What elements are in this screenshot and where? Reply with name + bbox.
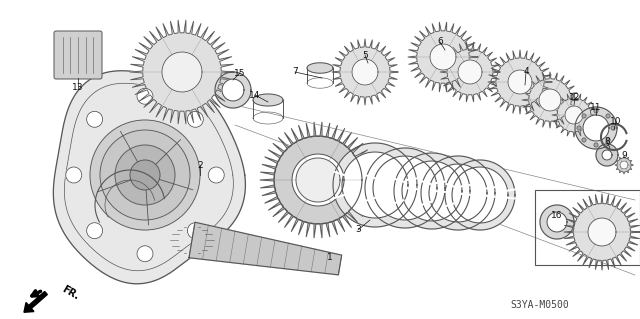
Polygon shape — [488, 50, 552, 114]
Text: 11: 11 — [590, 103, 602, 113]
Polygon shape — [373, 156, 437, 220]
Polygon shape — [352, 59, 378, 85]
Polygon shape — [215, 72, 251, 108]
Polygon shape — [458, 60, 482, 84]
Text: 12: 12 — [570, 93, 580, 102]
Text: 5: 5 — [362, 50, 368, 60]
Polygon shape — [296, 158, 340, 202]
Polygon shape — [575, 107, 617, 149]
Polygon shape — [540, 205, 574, 239]
Text: 4: 4 — [523, 68, 529, 77]
Polygon shape — [564, 194, 640, 270]
Polygon shape — [402, 161, 462, 221]
Text: 2: 2 — [197, 160, 203, 169]
Polygon shape — [130, 20, 234, 124]
Text: 3: 3 — [355, 226, 361, 234]
Polygon shape — [602, 150, 612, 160]
Polygon shape — [408, 22, 478, 92]
Polygon shape — [552, 93, 596, 137]
Polygon shape — [440, 42, 500, 102]
Polygon shape — [332, 39, 398, 105]
Circle shape — [606, 114, 610, 118]
Circle shape — [188, 111, 204, 127]
Circle shape — [86, 223, 102, 239]
Circle shape — [66, 167, 82, 183]
Polygon shape — [445, 160, 515, 230]
FancyArrow shape — [24, 292, 47, 312]
Polygon shape — [430, 44, 456, 70]
Circle shape — [594, 143, 598, 147]
Polygon shape — [615, 156, 633, 174]
Circle shape — [582, 138, 586, 142]
Circle shape — [90, 120, 200, 230]
Text: 16: 16 — [551, 211, 563, 219]
Circle shape — [100, 130, 190, 220]
Polygon shape — [292, 154, 344, 206]
Polygon shape — [508, 70, 532, 94]
Text: S3YA-M0500: S3YA-M0500 — [511, 300, 570, 310]
Circle shape — [137, 88, 153, 104]
Polygon shape — [342, 152, 408, 218]
Polygon shape — [307, 63, 333, 73]
Text: FR.: FR. — [60, 284, 81, 302]
Text: 7: 7 — [292, 68, 298, 77]
Text: 14: 14 — [250, 91, 260, 100]
Polygon shape — [365, 148, 445, 228]
Circle shape — [611, 126, 615, 130]
Polygon shape — [547, 212, 567, 232]
Text: 10: 10 — [611, 117, 621, 127]
Circle shape — [86, 111, 102, 127]
Polygon shape — [583, 115, 609, 141]
Circle shape — [577, 126, 581, 130]
Polygon shape — [260, 122, 376, 238]
Polygon shape — [588, 218, 616, 246]
Circle shape — [208, 167, 224, 183]
Circle shape — [130, 160, 160, 190]
Circle shape — [115, 145, 175, 205]
Polygon shape — [539, 89, 561, 111]
Polygon shape — [620, 161, 628, 169]
Circle shape — [137, 246, 153, 262]
Bar — [535, 190, 640, 265]
Circle shape — [188, 223, 204, 239]
Polygon shape — [421, 156, 495, 230]
Text: 1: 1 — [327, 254, 333, 263]
Polygon shape — [253, 94, 283, 106]
Circle shape — [582, 114, 586, 118]
Text: 9: 9 — [621, 151, 627, 160]
Polygon shape — [596, 144, 618, 166]
Polygon shape — [522, 72, 578, 128]
Polygon shape — [452, 167, 508, 223]
Polygon shape — [333, 143, 417, 227]
Circle shape — [594, 109, 598, 113]
Polygon shape — [162, 52, 202, 92]
Polygon shape — [429, 164, 487, 222]
Polygon shape — [189, 222, 342, 275]
Polygon shape — [53, 71, 245, 284]
Text: 13: 13 — [72, 84, 84, 93]
Text: 8: 8 — [604, 137, 610, 146]
Polygon shape — [565, 106, 583, 124]
Circle shape — [606, 138, 610, 142]
Polygon shape — [394, 153, 470, 229]
Polygon shape — [274, 136, 362, 224]
FancyBboxPatch shape — [54, 31, 102, 79]
Text: 15: 15 — [234, 69, 246, 78]
Polygon shape — [222, 79, 244, 101]
Text: 6: 6 — [437, 38, 443, 47]
